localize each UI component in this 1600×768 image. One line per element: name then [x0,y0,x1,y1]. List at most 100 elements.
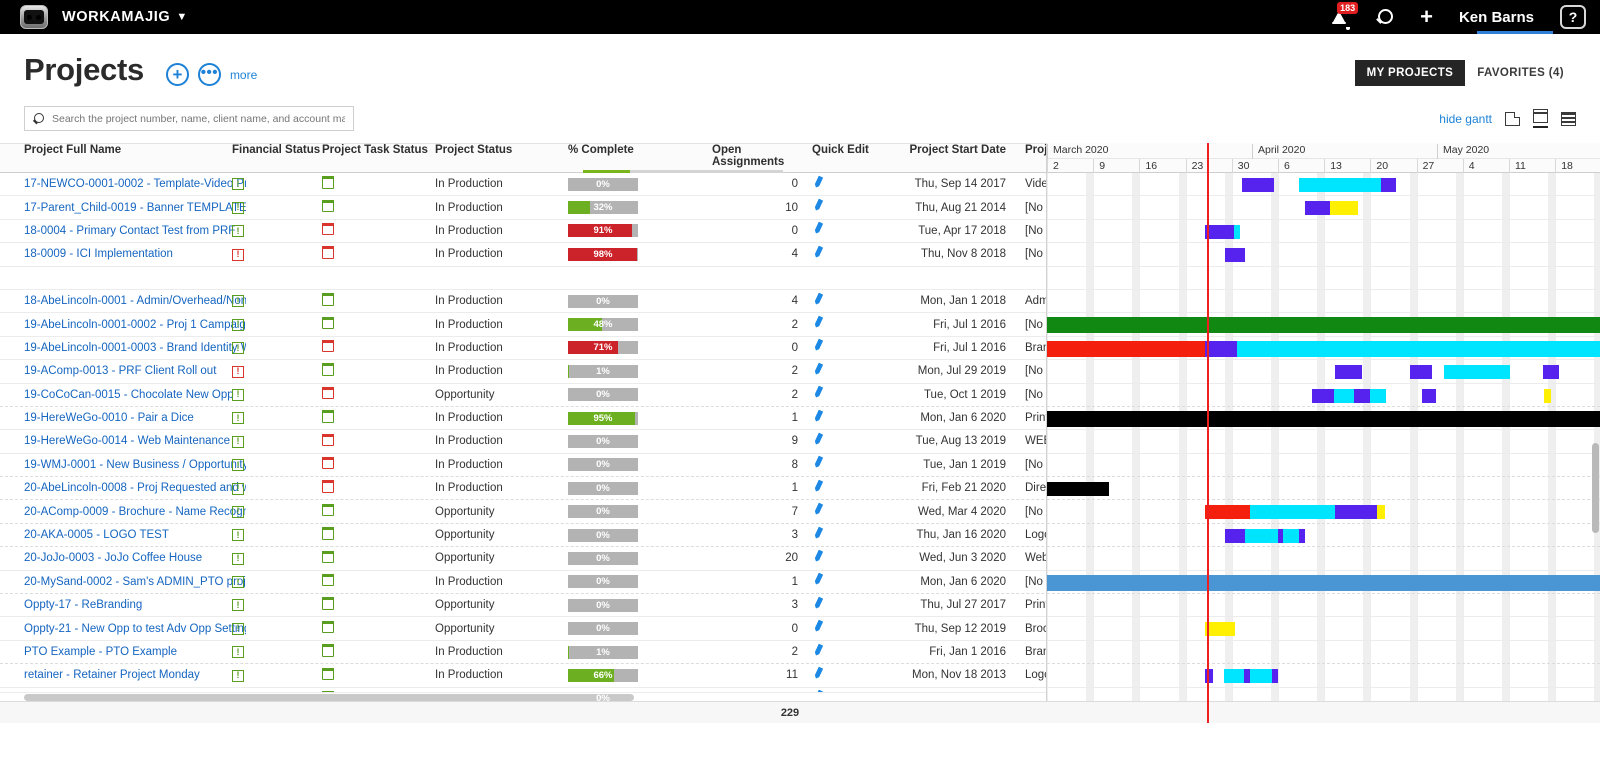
hide-gantt-link[interactable]: hide gantt [1439,111,1492,126]
cell-quick-edit[interactable] [810,503,902,520]
gantt-bar[interactable] [1205,669,1213,684]
table-row[interactable]: Oppty-17 - ReBranding! Opportunity 0% 3 Thu,… [0,594,1600,618]
gantt-bar[interactable] [1205,505,1250,520]
project-link[interactable]: 20-MySand-0002 - Sam's ADMIN_PTO project [24,575,246,588]
gantt-bar[interactable] [1299,178,1381,192]
project-link[interactable]: 18-0004 - Primary Contact Test from PRF [24,224,236,237]
project-link[interactable]: 19-WMJ-0001 - New Business / Opportunity… [24,458,246,471]
more-menu-button[interactable]: ••• [197,63,221,86]
gantt-bar[interactable] [1225,248,1245,263]
gantt-bar[interactable] [1278,528,1283,543]
cell-quick-edit[interactable] [810,293,902,310]
pencil-icon[interactable] [812,597,826,611]
project-link[interactable]: 17-Parent_Child-0019 - Banner TEMPLATE [24,201,246,214]
split-view-icon[interactable] [1533,109,1548,123]
gantt-bar[interactable] [1272,669,1278,684]
pencil-icon[interactable] [812,293,826,307]
user-menu[interactable]: Ken Barns [1458,8,1534,26]
column-header-project-task-status[interactable]: Project Task Status [322,144,428,156]
cell-quick-edit[interactable] [810,316,902,333]
gantt-bar[interactable] [1205,622,1235,637]
pencil-icon[interactable] [812,550,826,564]
cell-quick-edit[interactable] [810,527,902,544]
gantt-bar[interactable] [1370,388,1386,403]
cell-quick-edit[interactable] [810,456,902,473]
table-row[interactable]: 19-AComp-0013 - PRF Client Roll out! In P… [0,360,1600,384]
cell-quick-edit[interactable] [810,597,902,614]
column-header-financial-status[interactable]: Financial Status [232,144,321,156]
pencil-icon[interactable] [812,573,826,587]
cell-quick-edit[interactable] [810,386,902,403]
pencil-icon[interactable] [812,246,826,260]
column-header-project-status[interactable]: Project Status [435,144,513,156]
table-row[interactable]: Oppty-21 - New Opp to test Adv Opp Setti… [0,617,1600,641]
table-row[interactable]: 19-AbeLincoln-0001-0002 - Proj 1 Campaig… [0,313,1600,337]
gantt-bar[interactable] [1047,574,1600,591]
project-link[interactable]: Oppty-17 - ReBranding [24,599,143,612]
list-view-icon[interactable] [1561,111,1576,126]
cell-quick-edit[interactable] [810,667,902,684]
gantt-bar[interactable] [1335,505,1377,520]
cell-quick-edit[interactable] [810,246,902,263]
project-link[interactable]: 19-AbeLincoln-0001-0003 - Brand Identity… [24,341,246,354]
gantt-bar[interactable] [1543,365,1559,380]
pencil-icon[interactable] [812,199,826,213]
pencil-icon[interactable] [812,503,826,517]
gantt-bar[interactable] [1544,388,1551,403]
project-link[interactable]: 20-AKA-0005 - LOGO TEST [24,529,169,542]
project-link[interactable]: 20-AComp-0009 - Brochure - Name Recognit… [24,505,246,518]
workamajig-logo-icon[interactable] [20,5,48,29]
column-header-project-full-name[interactable]: Project Full Name [24,144,122,156]
pencil-icon[interactable] [812,386,826,400]
table-row[interactable]: 19-HereWeGo-0014 - Web Maintenance! In Pr… [0,430,1600,454]
gantt-bar[interactable] [1244,669,1250,684]
gantt-bar[interactable] [1250,669,1272,684]
gantt-bar[interactable] [1237,340,1600,357]
gantt-bar[interactable] [1205,224,1234,239]
project-link[interactable]: 17-NEWCO-0001-0002 - Template-Video Prod… [24,178,246,191]
search-icon[interactable] [1376,8,1394,26]
gantt-bar[interactable] [1305,201,1330,216]
gantt-bar[interactable] [1205,340,1237,357]
help-button[interactable]: ? [1560,5,1586,29]
cell-quick-edit[interactable] [810,222,902,239]
table-row[interactable]: 20-AComp-0009 - Brochure - Name Recognit… [0,500,1600,524]
pencil-icon[interactable] [812,620,826,634]
project-link[interactable]: 19-AComp-0013 - PRF Client Roll out [24,365,217,378]
cell-quick-edit[interactable] [810,199,902,216]
gantt-bar[interactable] [1047,340,1205,357]
add-icon[interactable]: + [1420,4,1433,29]
table-row[interactable]: 20-AKA-0005 - LOGO TEST! Opportunity 0% 3 Th… [0,524,1600,548]
cell-quick-edit[interactable] [810,339,902,356]
gantt-bar[interactable] [1225,528,1245,543]
gantt-bar[interactable] [1250,505,1335,520]
gantt-bar[interactable] [1047,317,1600,334]
project-link[interactable]: 18-AbeLincoln-0001 - Admin/Overhead/Non-… [24,295,246,308]
table-row[interactable]: 19-HereWeGo-0010 - Pair a Dice! In Produc… [0,407,1600,431]
tab-my-projects[interactable]: MY PROJECTS [1354,60,1466,86]
pencil-icon[interactable] [812,433,826,447]
cell-quick-edit[interactable] [810,176,902,193]
project-link[interactable]: 18-0009 - ICI Implementation [24,248,173,261]
pencil-icon[interactable] [812,644,826,658]
gantt-bar[interactable] [1410,365,1432,380]
cell-quick-edit[interactable] [810,480,902,497]
gantt-bar[interactable] [1377,505,1385,520]
search-box[interactable] [24,106,354,131]
gantt-bar[interactable] [1299,528,1305,543]
column-header-percent-complete[interactable]: % Complete [568,144,783,173]
project-link[interactable]: 20-AbeLincoln-0008 - Proj Requested and … [24,482,246,495]
pencil-icon[interactable] [812,176,826,190]
gantt-bar[interactable] [1334,388,1354,403]
gantt-bar[interactable] [1381,178,1396,192]
project-link[interactable]: 19-HereWeGo-0010 - Pair a Dice [24,412,194,425]
scrollbar-thumb[interactable] [24,694,634,701]
pencil-icon[interactable] [812,667,826,681]
project-link[interactable]: 19-CoCoCan-0015 - Chocolate New Opp [24,388,234,401]
table-row[interactable]: 20-JoJo-0003 - JoJo Coffee House! Opportu… [0,547,1600,571]
project-link[interactable]: 19-HereWeGo-0014 - Web Maintenance [24,435,231,448]
pencil-icon[interactable] [812,316,826,330]
notifications-button[interactable]: 183 [1330,2,1359,30]
search-input[interactable] [52,112,345,125]
table-row[interactable]: 17-NEWCO-0001-0002 - Template-Video Prod… [0,173,1600,197]
